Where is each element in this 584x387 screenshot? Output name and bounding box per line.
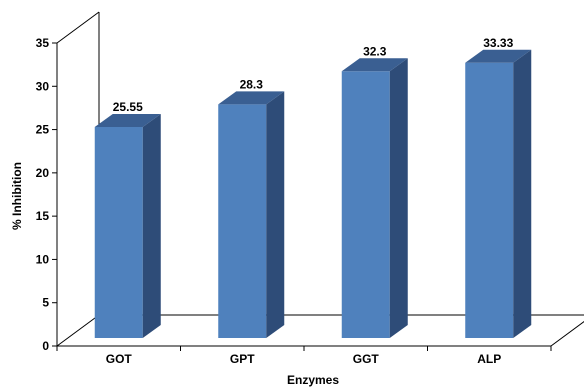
data-labels: 25.55 28.3 32.3 33.33 — [113, 36, 514, 114]
x-category-label: ALP — [477, 352, 501, 366]
bar — [218, 91, 285, 338]
bar-front-face — [218, 104, 267, 338]
x-category-label: GGT — [353, 352, 380, 366]
bar-top-face — [465, 49, 532, 63]
y-tick-label: 10 — [36, 252, 50, 266]
x-category-label: GOT — [106, 352, 133, 366]
bar-side-face — [389, 58, 408, 339]
y-tick-label: 15 — [36, 209, 50, 223]
bar-top-face — [218, 91, 285, 105]
bar-value-label: 32.3 — [363, 44, 387, 58]
x-axis-categories: GOT GPT GGT ALP — [56, 346, 552, 366]
bar-side-face — [513, 49, 532, 338]
bar — [465, 49, 532, 338]
bar-side-face — [266, 91, 285, 338]
x-axis-title: Enzymes — [287, 373, 339, 387]
y-axis-ticks: 0 5 10 15 20 25 30 35 — [36, 36, 57, 353]
floor-right-edge — [550, 321, 584, 347]
bar-side-face — [142, 114, 161, 338]
y-tick-label: 0 — [42, 339, 49, 353]
bar-top-face — [341, 58, 408, 72]
bar — [94, 114, 161, 338]
bar-front-face — [465, 62, 514, 338]
y-tick-label: 30 — [36, 79, 50, 93]
y-axis-title: % Inhibition — [10, 162, 24, 230]
wall-top-edge — [56, 11, 100, 44]
bar-top-face — [94, 114, 161, 128]
floor-left-edge — [56, 314, 100, 347]
bar-front-face — [341, 71, 390, 339]
bar-value-label: 25.55 — [113, 100, 143, 114]
y-tick-label: 25 — [36, 123, 50, 137]
bar — [341, 58, 408, 339]
y-tick-label: 5 — [42, 296, 49, 310]
x-category-label: GPT — [230, 352, 255, 366]
bar-value-label: 28.3 — [240, 77, 264, 91]
bars — [94, 49, 532, 339]
y-tick-label: 35 — [36, 36, 50, 50]
bar-value-label: 33.33 — [483, 36, 513, 50]
bar-front-face — [94, 127, 143, 338]
y-tick-label: 20 — [36, 166, 50, 180]
